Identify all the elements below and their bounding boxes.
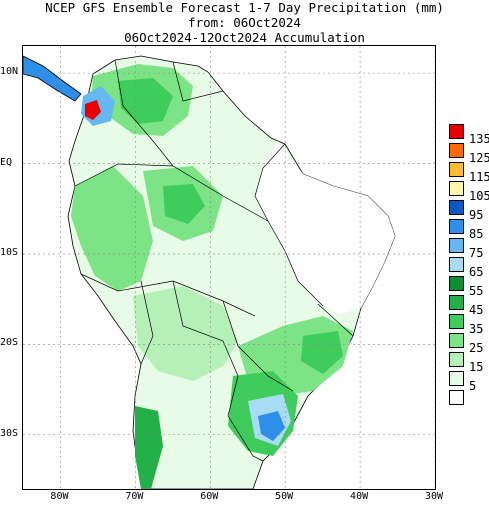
legend-swatch xyxy=(449,276,464,291)
legend-label: 95 xyxy=(469,208,484,222)
rain-area-west-amazon xyxy=(71,166,153,291)
lon-label: 80W xyxy=(50,491,69,502)
lat-label: 20S xyxy=(0,337,19,349)
lon-label: 70W xyxy=(125,491,144,502)
legend-swatch xyxy=(449,371,464,386)
lat-label: 10S xyxy=(0,246,19,258)
legend-swatch xyxy=(449,257,464,272)
legend-swatch xyxy=(449,333,464,348)
lon-label: 30W xyxy=(424,491,444,502)
lat-label: EQ xyxy=(0,156,13,168)
legend-label: 115 xyxy=(469,170,489,184)
legend-swatch xyxy=(449,143,464,158)
legend-label: 15 xyxy=(469,360,484,374)
central-america xyxy=(23,55,82,102)
legend-swatch xyxy=(449,352,464,367)
map-title-line1: NCEP GFS Ensemble Forecast 1-7 Day Preci… xyxy=(45,0,444,15)
graticule xyxy=(23,46,435,489)
lat-label: 30S xyxy=(0,427,19,439)
lon-label: 60W xyxy=(200,491,219,502)
legend-label: 55 xyxy=(469,284,484,298)
northeast-dry-region xyxy=(255,141,395,314)
rain-area-chile xyxy=(135,406,163,489)
map-title-line3: 06Oct2024-12Oct2024 Accumulation xyxy=(124,30,365,45)
legend-swatch xyxy=(449,238,464,253)
legend-label: 65 xyxy=(469,265,484,279)
country-borders xyxy=(74,59,354,462)
precipitation-map xyxy=(22,45,436,490)
legend-label: 75 xyxy=(469,246,484,260)
map-canvas xyxy=(23,46,435,489)
lon-label: 40W xyxy=(350,491,369,502)
legend-label: 25 xyxy=(469,341,484,355)
legend-swatch xyxy=(449,124,464,139)
legend-swatch xyxy=(449,295,464,310)
rain-area-central-core xyxy=(163,184,205,224)
legend-swatch xyxy=(449,200,464,215)
legend-swatch xyxy=(449,162,464,177)
lon-label: 50W xyxy=(275,491,294,502)
legend-swatch xyxy=(449,314,464,329)
rain-area-colombia-max xyxy=(85,100,101,120)
legend-label: 85 xyxy=(469,227,484,241)
legend-label: 135 xyxy=(469,132,489,146)
legend-swatch xyxy=(449,181,464,196)
legend-label: 105 xyxy=(469,189,489,203)
legend-label: 45 xyxy=(469,303,484,317)
legend-label: 35 xyxy=(469,322,484,336)
legend-swatch-bottom xyxy=(449,390,464,405)
rain-area-north-core xyxy=(118,78,173,124)
legend-swatch xyxy=(449,219,464,234)
rain-area-south-central xyxy=(133,286,238,381)
rain-area-southeast-core xyxy=(301,331,343,374)
legend-label: 5 xyxy=(469,379,477,393)
rain-area-south-max xyxy=(258,411,285,441)
map-title-line2: from: 06Oct2024 xyxy=(188,15,301,30)
legend-label: 125 xyxy=(469,151,489,165)
lat-label: 10N xyxy=(0,66,19,78)
